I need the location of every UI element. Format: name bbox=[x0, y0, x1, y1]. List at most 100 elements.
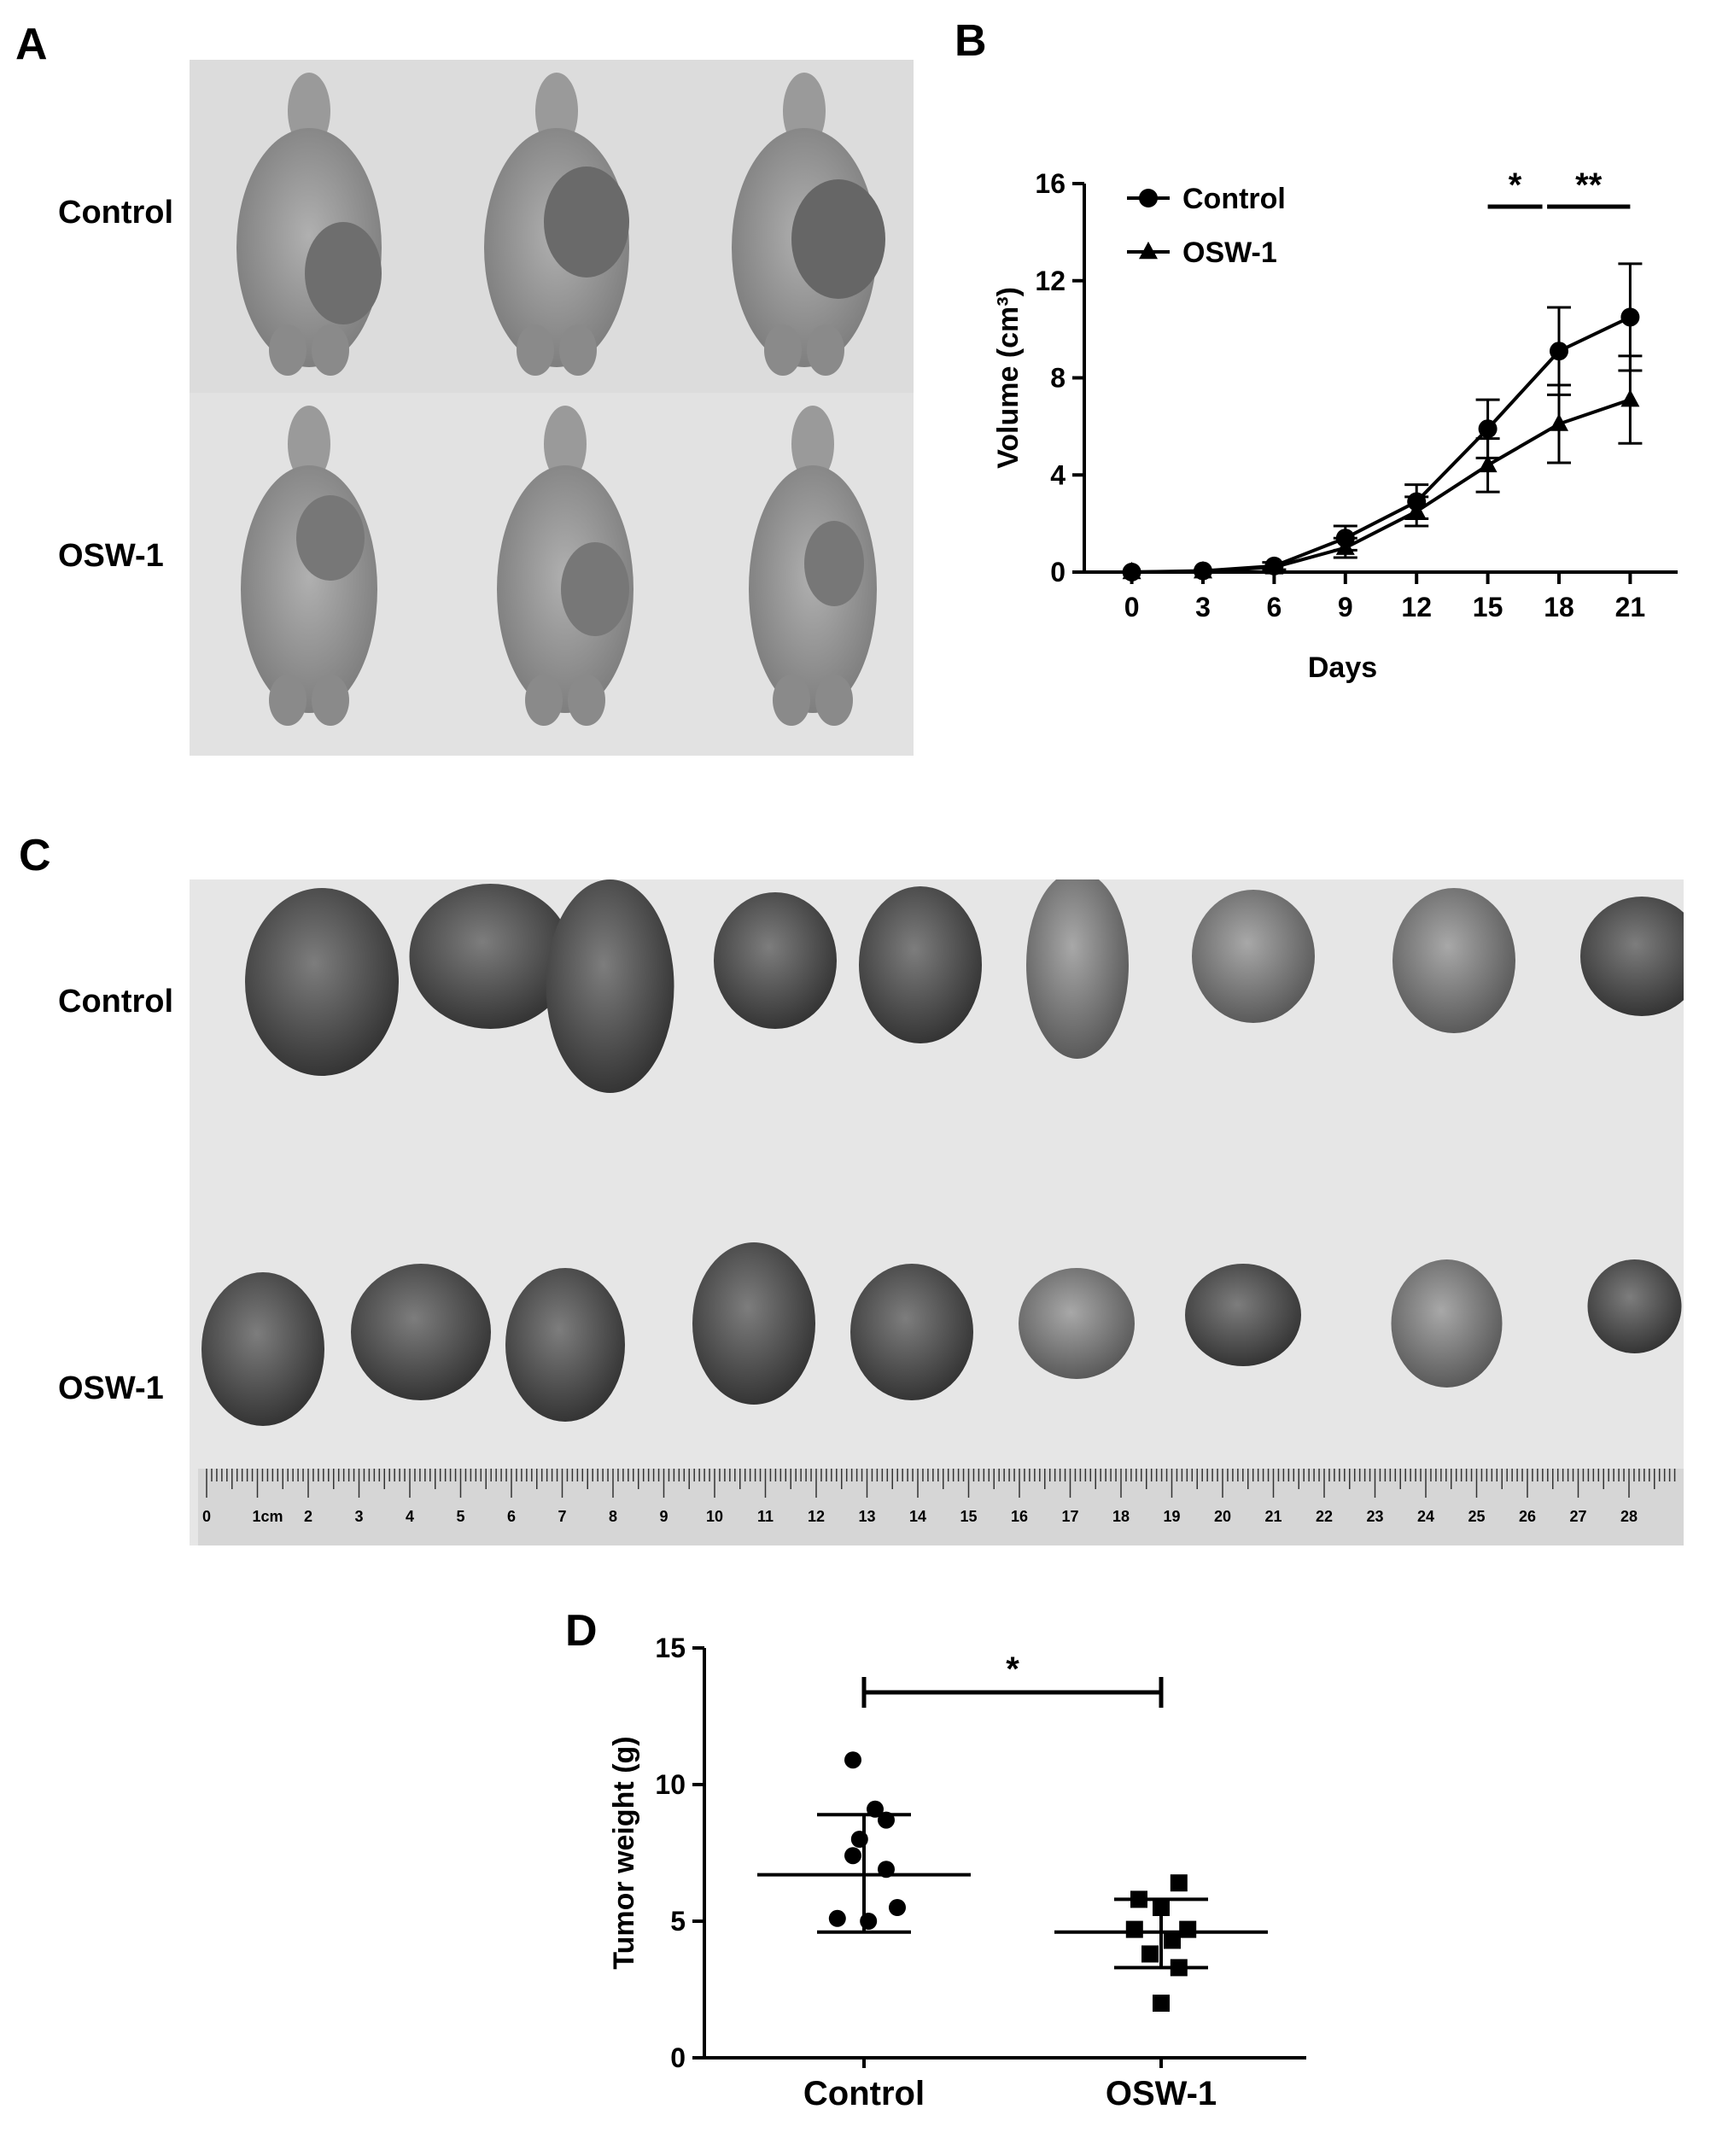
panel-c-osw1-label: OSW-1 bbox=[58, 1370, 164, 1406]
mouse-silhouette bbox=[497, 406, 633, 726]
data-point bbox=[860, 1913, 878, 1930]
mouse-silhouette bbox=[241, 406, 377, 726]
ruler-label: 0 bbox=[202, 1508, 211, 1525]
y-tick-label: 0 bbox=[1050, 557, 1066, 587]
ruler-label: 28 bbox=[1620, 1508, 1638, 1525]
mouse-photo-osw1-row bbox=[190, 393, 914, 756]
tumor-photo: 0 1cm 2 3 4 5 6 7 8 9 10 11 12 13 14 15 16 17 18 19 20 21 22 23… bbox=[190, 879, 1684, 1545]
significance-label: * bbox=[1509, 167, 1522, 204]
data-point bbox=[1550, 413, 1568, 431]
ruler-label: 2 bbox=[304, 1508, 312, 1525]
data-point bbox=[1194, 561, 1212, 579]
tumor-specimen bbox=[1587, 1259, 1682, 1353]
data-point bbox=[1153, 1899, 1170, 1916]
data-point bbox=[1170, 1959, 1188, 1977]
x-axis-label: Days bbox=[1308, 651, 1377, 684]
tumor-specimen bbox=[1391, 1259, 1503, 1388]
tumor-specimen bbox=[859, 886, 982, 1043]
y-tick-label: 10 bbox=[655, 1769, 686, 1800]
ruler-label: 25 bbox=[1468, 1508, 1485, 1525]
chart-b-tumor-volume: 0 4 8 12 16 0 3 6 9 12 15 18 21 Days Volume (cm³) Contr… bbox=[992, 167, 1678, 684]
tumor-specimen bbox=[505, 1268, 625, 1422]
ruler-label: 1cm bbox=[252, 1508, 283, 1525]
significance-label: * bbox=[1006, 1651, 1019, 1688]
ruler-label: 4 bbox=[406, 1508, 414, 1525]
mouse-silhouette bbox=[236, 73, 382, 376]
x-category-label: OSW-1 bbox=[1106, 2075, 1217, 2112]
legend-marker bbox=[1139, 189, 1158, 207]
tumor-specimen bbox=[546, 879, 674, 1093]
data-point bbox=[844, 1751, 861, 1769]
x-tick-label: 15 bbox=[1473, 592, 1503, 622]
data-point bbox=[878, 1811, 895, 1829]
x-tick-label: 6 bbox=[1267, 592, 1282, 622]
panel-c-letter: C bbox=[19, 831, 51, 880]
data-point bbox=[1125, 1920, 1143, 1938]
panel-d-letter: D bbox=[565, 1606, 598, 1656]
data-point bbox=[889, 1899, 906, 1916]
y-tick-label: 8 bbox=[1050, 363, 1066, 394]
ruler-label: 6 bbox=[507, 1508, 516, 1525]
tumor-specimen bbox=[409, 884, 572, 1029]
legend-label: Control bbox=[1182, 183, 1286, 215]
tumor-specimen bbox=[201, 1272, 324, 1426]
y-tick-label: 15 bbox=[655, 1633, 686, 1663]
x-tick-label: 3 bbox=[1195, 592, 1211, 622]
data-point bbox=[1407, 500, 1427, 519]
tumor-specimen bbox=[245, 888, 399, 1076]
chart-d-tumor-weight: 0 5 10 15 Control OSW-1 Tumor weight (g) * bbox=[608, 1633, 1306, 2112]
ruler-label: 21 bbox=[1264, 1508, 1282, 1525]
ruler-label: 3 bbox=[354, 1508, 363, 1525]
data-point bbox=[1478, 454, 1498, 473]
tumor-specimen bbox=[692, 1242, 815, 1405]
panel-a-osw1-label: OSW-1 bbox=[58, 538, 164, 574]
y-tick-label: 5 bbox=[670, 1906, 686, 1937]
data-point bbox=[1170, 1874, 1188, 1892]
data-point bbox=[1130, 1890, 1147, 1908]
x-tick-label: 12 bbox=[1401, 592, 1432, 622]
data-point bbox=[1550, 342, 1568, 361]
ruler-label: 11 bbox=[757, 1508, 774, 1525]
y-tick-label: 4 bbox=[1050, 459, 1066, 490]
legend-marker bbox=[1139, 241, 1158, 260]
mouse-silhouette bbox=[732, 73, 885, 376]
data-point bbox=[844, 1847, 861, 1865]
ruler-label: 20 bbox=[1214, 1508, 1231, 1525]
data-point bbox=[1153, 1995, 1170, 2012]
data-point bbox=[1620, 389, 1640, 407]
x-category-label: Control bbox=[803, 2075, 925, 2112]
ruler-label: 23 bbox=[1366, 1508, 1383, 1525]
ruler-label: 15 bbox=[960, 1508, 977, 1525]
mouse-silhouette bbox=[484, 73, 629, 376]
ruler-label: 14 bbox=[909, 1508, 926, 1525]
legend-label: OSW-1 bbox=[1182, 237, 1277, 269]
ruler-label: 9 bbox=[659, 1508, 668, 1525]
tumor-specimen bbox=[714, 892, 837, 1029]
x-tick-label: 0 bbox=[1124, 592, 1140, 622]
tumor-specimen bbox=[1185, 1264, 1301, 1366]
y-axis-label: Tumor weight (g) bbox=[608, 1736, 640, 1969]
x-tick-label: 18 bbox=[1544, 592, 1574, 622]
ruler-label: 7 bbox=[558, 1508, 566, 1525]
ruler-label: 18 bbox=[1112, 1508, 1130, 1525]
ruler-label: 5 bbox=[456, 1508, 464, 1525]
data-point bbox=[867, 1800, 884, 1818]
x-tick-label: 21 bbox=[1615, 592, 1646, 622]
ruler-label: 13 bbox=[858, 1508, 875, 1525]
mouse-photo-control-row bbox=[190, 60, 914, 393]
y-tick-label: 0 bbox=[670, 2042, 686, 2073]
data-point bbox=[1620, 307, 1640, 327]
tumor-specimen bbox=[1192, 890, 1315, 1023]
data-point bbox=[1141, 1945, 1159, 1963]
panel-c-control-label: Control bbox=[58, 984, 174, 1020]
data-point bbox=[878, 1861, 895, 1878]
tumor-specimen bbox=[1026, 879, 1129, 1059]
data-point bbox=[1179, 1920, 1197, 1938]
tumor-specimen bbox=[1019, 1268, 1135, 1379]
data-point bbox=[1335, 537, 1355, 555]
mouse-silhouette bbox=[749, 406, 877, 726]
mouse-photo-control-drawing bbox=[236, 73, 885, 376]
ruler-label: 10 bbox=[706, 1508, 723, 1525]
data-point bbox=[828, 1909, 846, 1927]
data-point bbox=[1164, 1931, 1181, 1949]
